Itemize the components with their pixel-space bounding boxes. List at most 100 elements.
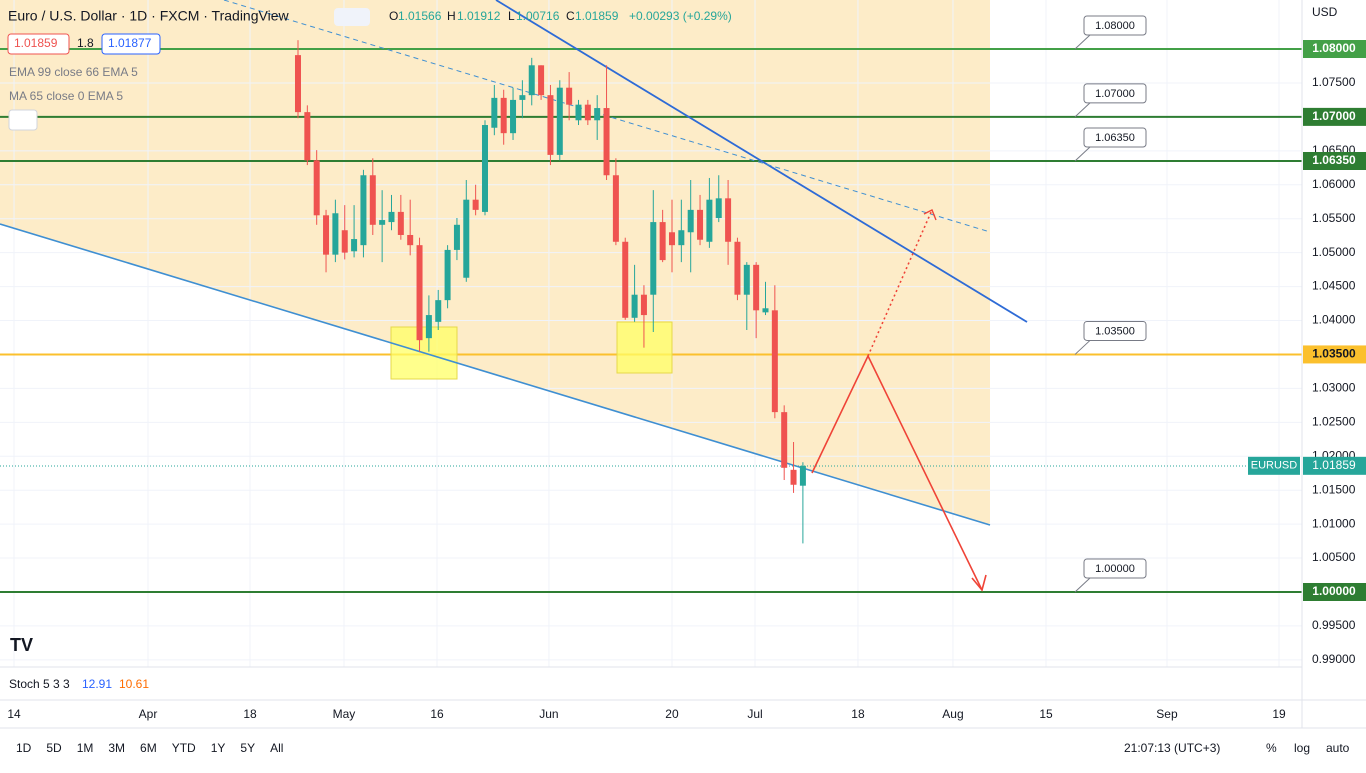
- range-button[interactable]: 1Y: [211, 741, 226, 755]
- range-button[interactable]: 1D: [16, 741, 32, 755]
- y-tick-label: 1.03000: [1312, 381, 1356, 395]
- ohlc-value: 1.01859: [575, 9, 619, 23]
- buy-box[interactable]: [101, 33, 161, 55]
- candle-body: [799, 465, 806, 486]
- range-button[interactable]: 1M: [77, 741, 94, 755]
- change: +0.00293 (+0.29%): [629, 9, 732, 23]
- y-tick-label: 1.07500: [1312, 75, 1356, 89]
- callout-stem: [1074, 577, 1091, 593]
- arrow-head: [923, 209, 937, 221]
- callout-label: 1.00000: [1095, 563, 1135, 575]
- highlight-box: [616, 321, 673, 374]
- candle-body: [725, 198, 732, 242]
- sell-box[interactable]: [7, 33, 70, 55]
- trend-line: [495, 0, 1028, 323]
- candle-body: [416, 245, 423, 341]
- y-tick-label: 1.02500: [1312, 414, 1356, 428]
- ohlc-value: 1.00716: [516, 9, 560, 23]
- ohlc-value: 1.01566: [398, 9, 442, 23]
- sell-price: 1.01859: [14, 36, 58, 50]
- candle-body: [453, 224, 460, 250]
- candle-body: [631, 294, 638, 318]
- callout-stem: [1074, 340, 1091, 355]
- candle-body: [463, 199, 470, 278]
- candle-body: [687, 209, 694, 233]
- x-tick-label: 16: [430, 707, 444, 721]
- forecast-dotted: [867, 209, 933, 357]
- candle-body: [762, 308, 769, 313]
- range-button[interactable]: 5D: [46, 741, 62, 755]
- stoch-label: Stoch 5 3 3: [9, 677, 70, 691]
- indicator-legend: EMA 99 close 66 EMA 5: [9, 65, 138, 79]
- range-button[interactable]: All: [270, 741, 283, 755]
- candle-body: [743, 264, 750, 295]
- candle-body: [734, 241, 741, 295]
- level-badge: [1303, 345, 1366, 364]
- x-tick-label: 20: [665, 707, 679, 721]
- callout-box: [1083, 558, 1147, 579]
- log-toggle[interactable]: log: [1294, 741, 1310, 755]
- candle-body: [603, 108, 610, 176]
- percent-toggle[interactable]: %: [1266, 741, 1277, 755]
- candle-body: [594, 108, 601, 121]
- x-tick-label: Sep: [1156, 707, 1178, 721]
- callout-label: 1.08000: [1095, 20, 1135, 32]
- candle-body: [491, 97, 498, 128]
- candle-body: [678, 230, 685, 246]
- candle-body: [379, 220, 386, 225]
- candle-body: [697, 209, 704, 240]
- auto-toggle[interactable]: auto: [1326, 741, 1350, 755]
- candle-body: [332, 213, 339, 255]
- range-button[interactable]: YTD: [172, 741, 196, 755]
- stoch-k: 12.91: [82, 677, 112, 691]
- currency[interactable]: USD: [1312, 5, 1338, 19]
- range-button[interactable]: 5Y: [240, 741, 255, 755]
- range-button[interactable]: 3M: [108, 741, 125, 755]
- candle-body: [566, 87, 573, 105]
- x-tick-label: 18: [243, 707, 257, 721]
- callout-box: [1083, 15, 1147, 36]
- candle-body: [313, 160, 320, 216]
- candle-body: [538, 65, 545, 96]
- candle-body: [304, 112, 311, 161]
- range-button[interactable]: 6M: [140, 741, 157, 755]
- y-tick-label: 1.05500: [1312, 211, 1356, 225]
- candle-body: [547, 95, 554, 155]
- candle-body: [753, 264, 760, 311]
- logo: TV: [10, 635, 33, 655]
- level-badge-label: 1.07000: [1312, 109, 1356, 123]
- symbol-badge-bg: [1248, 456, 1300, 475]
- level-badge-label: 1.08000: [1312, 41, 1356, 55]
- callout-stem: [1074, 102, 1091, 118]
- arrow-head: [971, 574, 987, 592]
- candle-body: [360, 175, 367, 246]
- trend-line: [0, 223, 991, 526]
- candle-body: [715, 198, 722, 219]
- callout-label: 1.03500: [1095, 325, 1135, 337]
- x-tick-label: Apr: [139, 707, 158, 721]
- callout-stem: [1074, 146, 1091, 162]
- collapse-button[interactable]: [8, 109, 38, 131]
- x-tick-label: Aug: [942, 707, 963, 721]
- indicator-legend: MA 65 close 0 EMA 5: [9, 89, 123, 103]
- price-badge-label: 1.01859: [1312, 458, 1356, 472]
- callout-box: [1083, 127, 1147, 148]
- price-badge: [1303, 456, 1366, 475]
- candle-body: [706, 199, 713, 242]
- candle-body: [612, 175, 619, 242]
- symbol-title: Euro / U.S. Dollar · 1D · FXCM · Trading…: [8, 8, 289, 24]
- candle-body: [584, 104, 591, 121]
- level-badge: [1303, 582, 1366, 601]
- candle-body: [500, 97, 507, 134]
- callout-label: 1.06350: [1095, 132, 1135, 144]
- candle-body: [650, 222, 657, 295]
- ohlc-key: H: [447, 9, 456, 23]
- y-tick-label: 1.00500: [1312, 550, 1356, 564]
- candle-body: [640, 294, 647, 316]
- clock: 21:07:13 (UTC+3): [1124, 741, 1220, 755]
- candle-body: [771, 310, 778, 413]
- candle-body: [481, 125, 488, 212]
- y-tick-label: 1.04000: [1312, 313, 1356, 327]
- candle-body: [435, 300, 442, 322]
- background-drawings: [0, 0, 990, 525]
